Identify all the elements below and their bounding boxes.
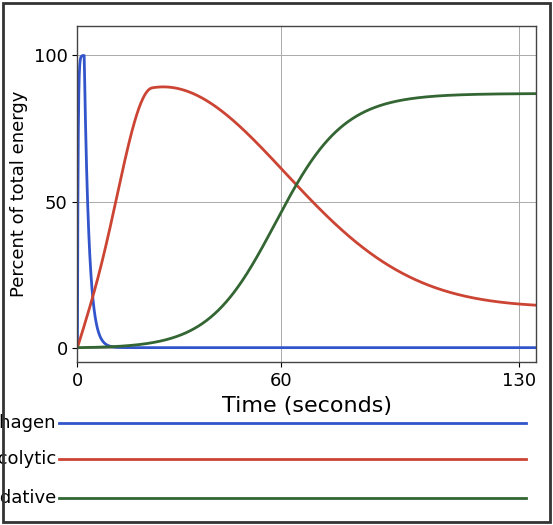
X-axis label: Time (seconds): Time (seconds): [222, 395, 392, 415]
Text: Oxidative: Oxidative: [0, 489, 56, 507]
Text: Phosphagen: Phosphagen: [0, 414, 56, 432]
Y-axis label: Percent of total energy: Percent of total energy: [11, 91, 28, 298]
Text: Glycolytic: Glycolytic: [0, 450, 56, 468]
